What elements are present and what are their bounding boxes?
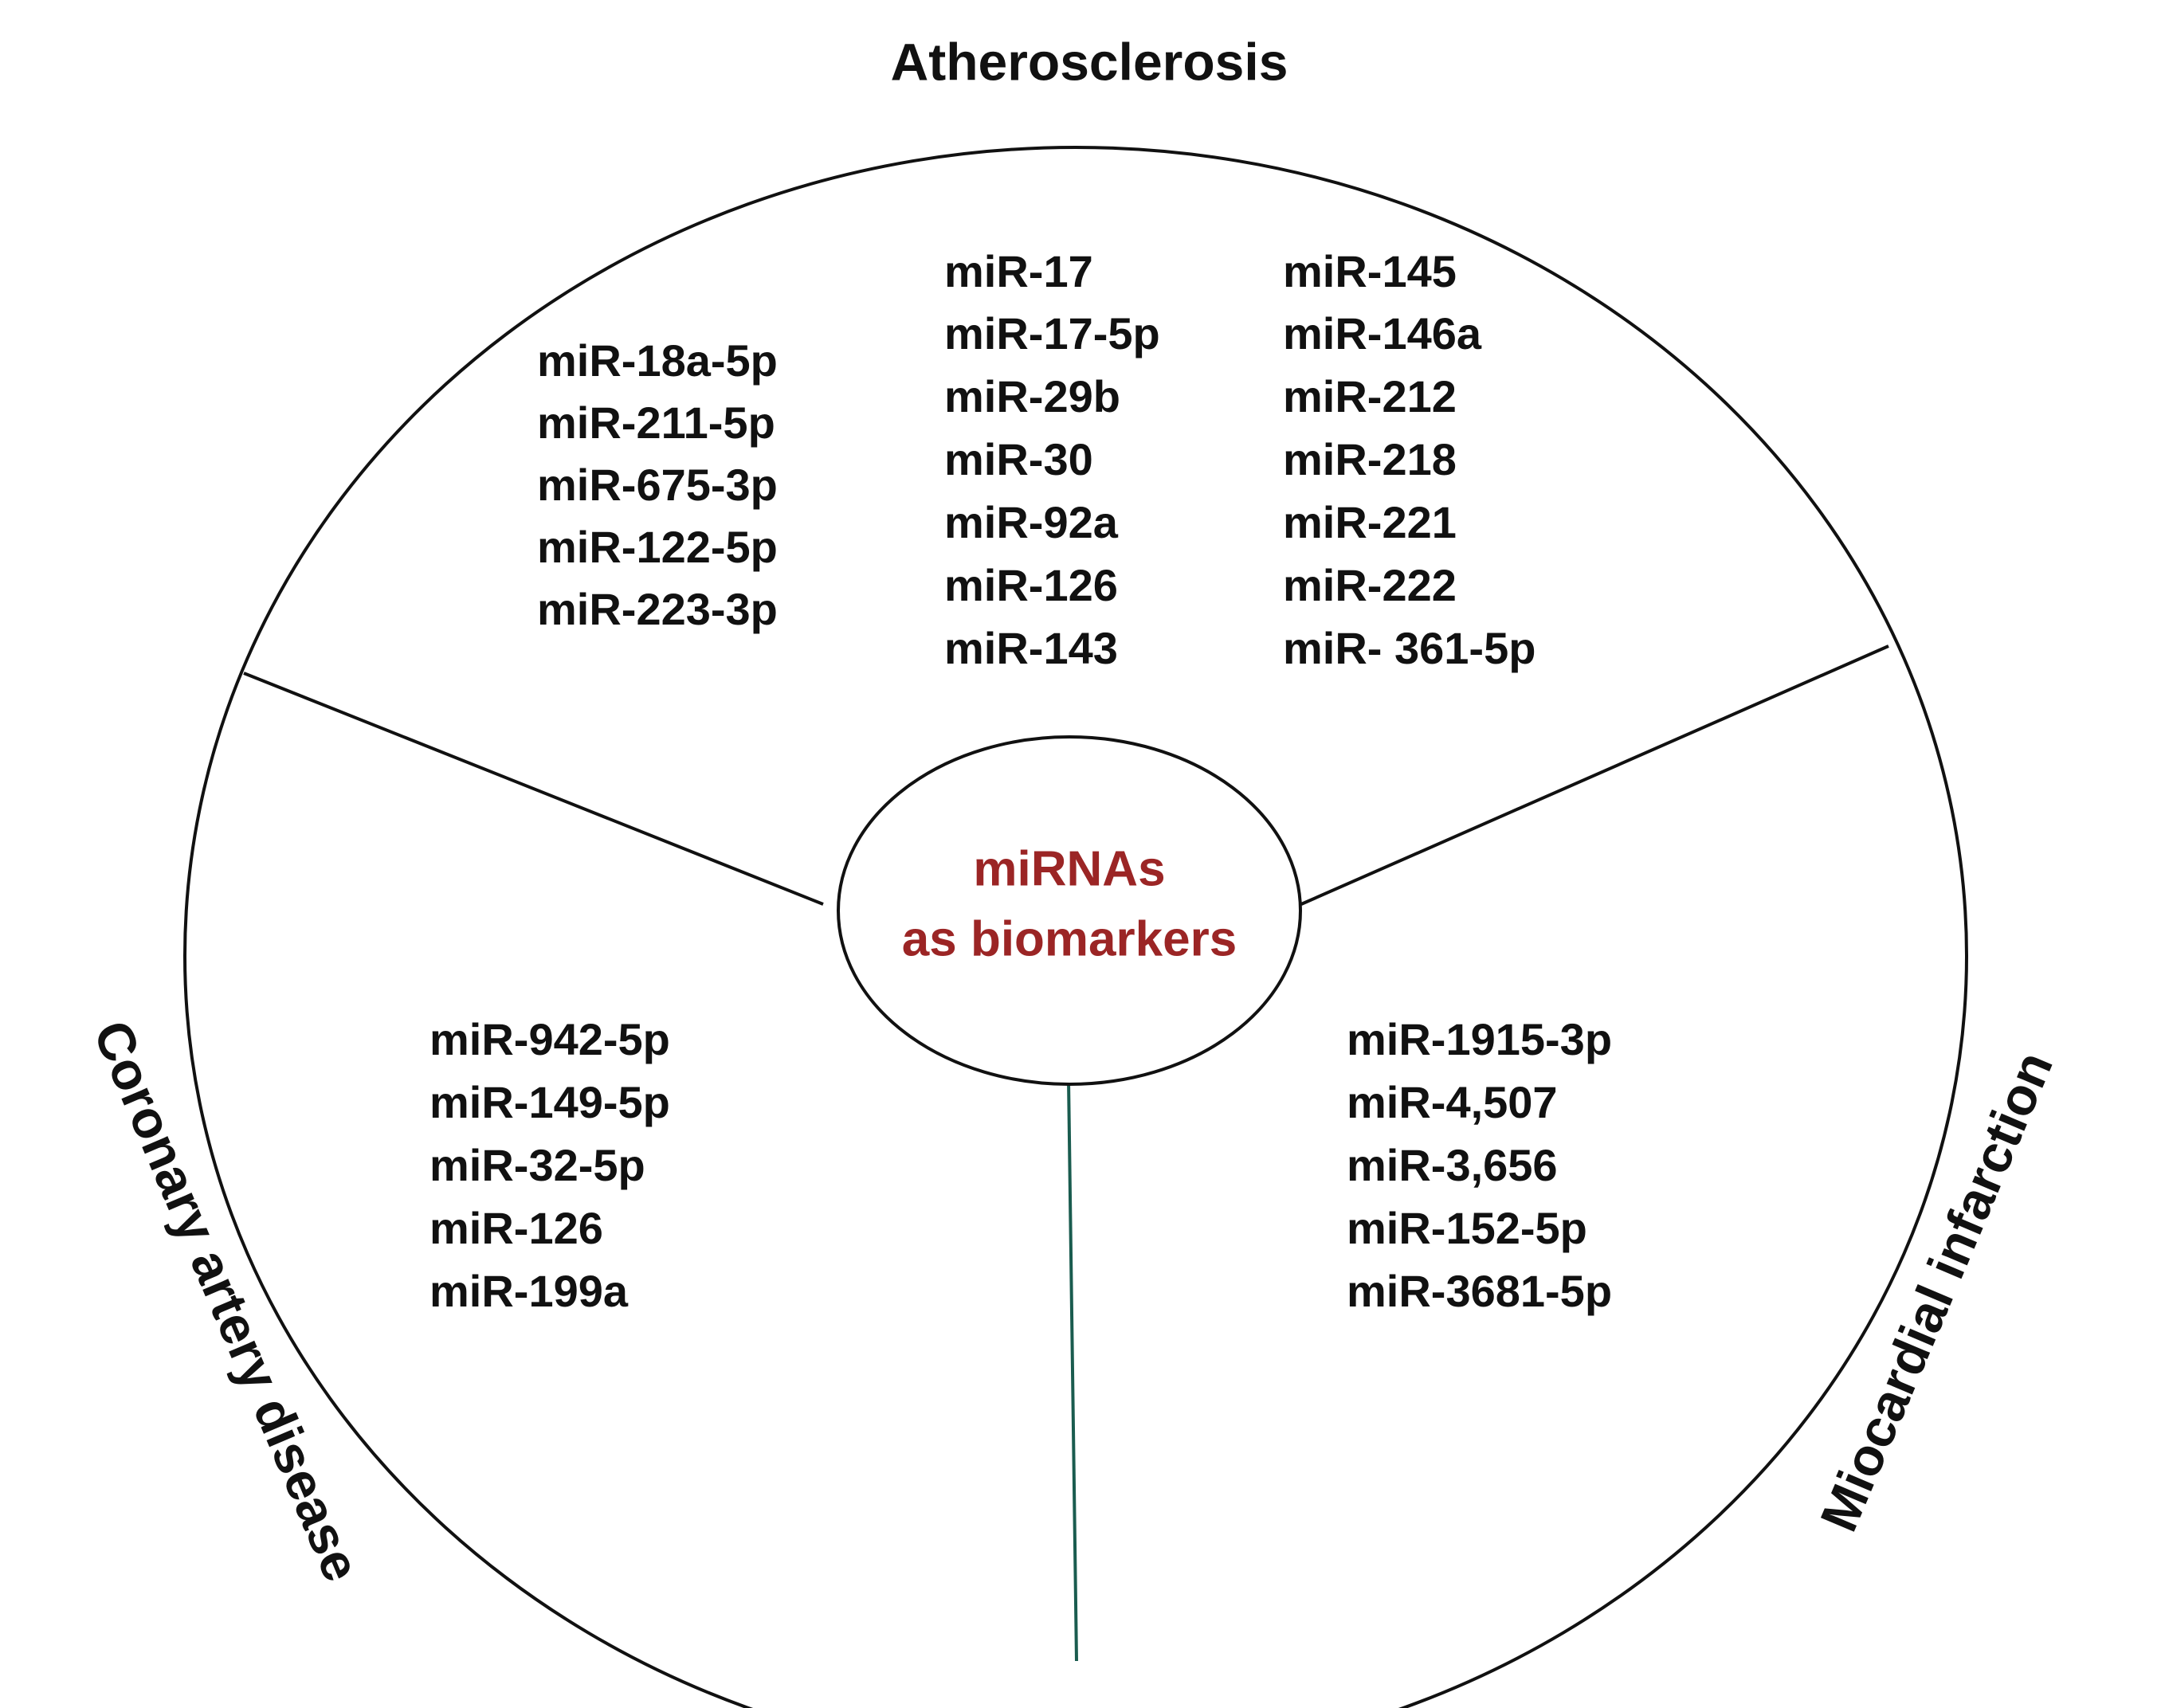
center-label-line2: as biomarkers	[902, 911, 1237, 966]
mirna-label: miR-30	[944, 434, 1093, 484]
atherosclerosis-column-2: miR-17 miR-17-5p miR-29b miR-30 miR-92a …	[944, 246, 1160, 673]
mirna-label: miR-18a-5p	[537, 335, 778, 386]
mirna-label: miR-92a	[944, 497, 1119, 547]
mirna-label: miR-32-5p	[429, 1140, 645, 1190]
mirna-label: miR-199a	[429, 1266, 629, 1316]
coronary-artery-disease-title: Coronary artery disease	[82, 1013, 371, 1590]
mirna-label: miR-218	[1283, 434, 1457, 484]
mirna-label: miR-212	[1283, 371, 1457, 421]
center-circle	[837, 735, 1302, 1086]
mirna-label: miR-3681-5p	[1347, 1266, 1612, 1316]
coronary-artery-disease-list: miR-942-5p miR-149-5p miR-32-5p miR-126 …	[429, 1014, 670, 1316]
mirna-label: miR- 361-5p	[1283, 623, 1536, 673]
mirna-label: miR-1915-3p	[1347, 1014, 1612, 1064]
mirna-label: miR-942-5p	[429, 1014, 670, 1064]
mirna-label: miR-223-3p	[537, 584, 778, 634]
mirna-label: miR-122-5p	[537, 522, 778, 572]
mirna-label: miR-3,656	[1347, 1140, 1558, 1190]
outer-circle	[183, 146, 1968, 1708]
divider-line-bottom	[1067, 1079, 1078, 1662]
center-label-line1: miRNAs	[973, 841, 1165, 896]
divider-line-right	[1300, 644, 1889, 906]
mirna-label: miR-126	[429, 1203, 603, 1253]
mirna-label: miR-17-5p	[944, 308, 1160, 358]
mirna-label: miR-17	[944, 246, 1093, 296]
mirna-label: miR-29b	[944, 371, 1120, 421]
mirna-label: miR-211-5p	[537, 398, 775, 448]
atherosclerosis-column-3: miR-145 miR-146a miR-212 miR-218 miR-221…	[1283, 246, 1536, 673]
mirna-label: miR-152-5p	[1347, 1203, 1587, 1253]
mirna-label: miR-146a	[1283, 308, 1482, 358]
atherosclerosis-title: Atherosclerosis	[891, 32, 1288, 91]
mirna-label: miR-222	[1283, 560, 1457, 610]
mirna-label: miR-126	[944, 560, 1118, 610]
mirna-label: miR-143	[944, 623, 1118, 673]
mirna-label: miR-149-5p	[429, 1077, 670, 1127]
mirna-label: miR-4,507	[1347, 1077, 1558, 1127]
mirna-label: miR-675-3p	[537, 460, 778, 510]
mirna-label: miR-221	[1283, 497, 1457, 547]
divider-line-left	[243, 672, 824, 906]
mirna-label: miR-145	[1283, 246, 1457, 296]
myocardial-infarction-title: Miocardial infarction	[1809, 1043, 2064, 1539]
atherosclerosis-column-1: miR-18a-5p miR-211-5p miR-675-3p miR-122…	[537, 335, 778, 634]
myocardial-infarction-list: miR-1915-3p miR-4,507 miR-3,656 miR-152-…	[1347, 1014, 1612, 1316]
